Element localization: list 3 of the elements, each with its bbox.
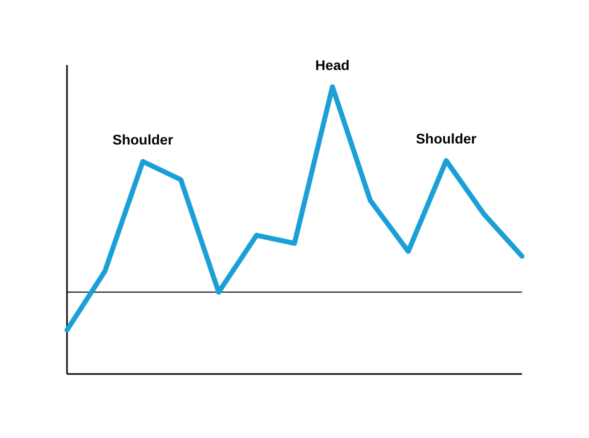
annotation: Shoulder	[112, 131, 174, 148]
text: Head	[315, 56, 350, 73]
annotation: Shoulder	[416, 130, 478, 147]
